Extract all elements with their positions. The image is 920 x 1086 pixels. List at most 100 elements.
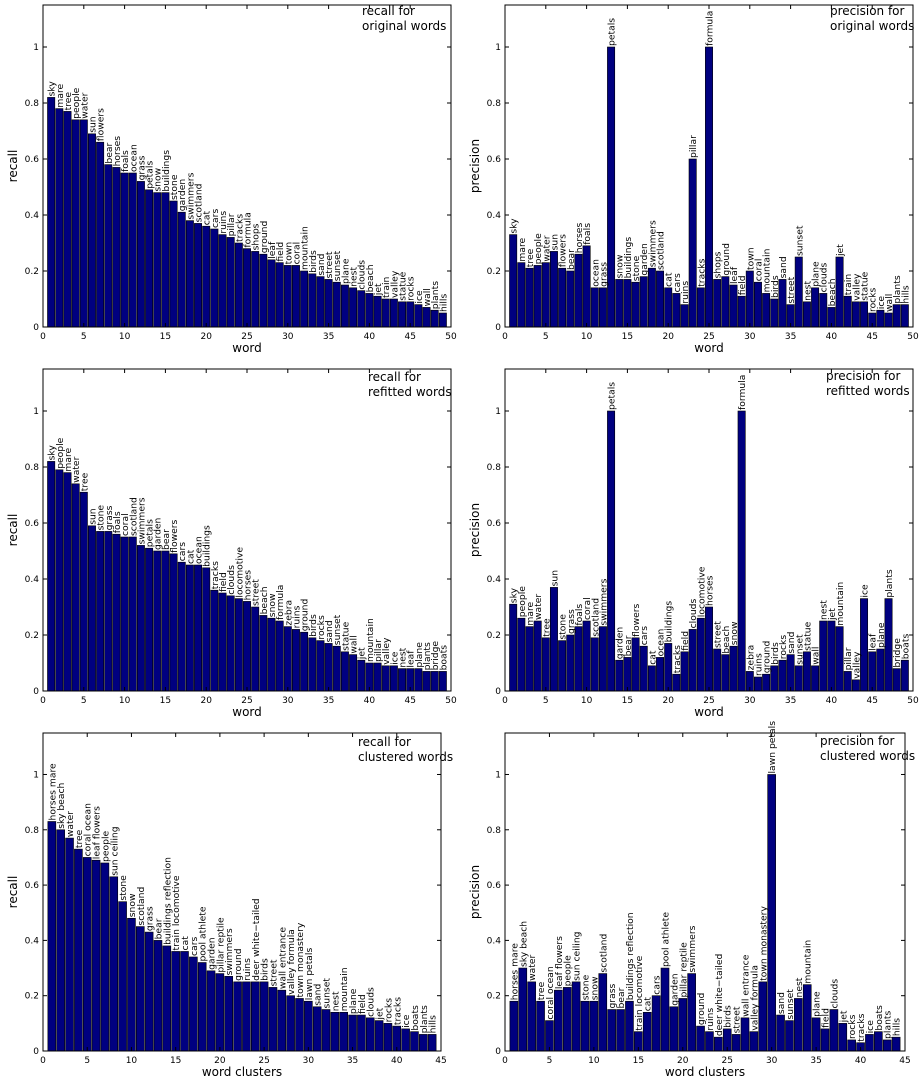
- bar: [169, 200, 178, 328]
- bar: [835, 626, 844, 692]
- chart-title-line: recall for: [368, 370, 421, 384]
- bar-label: tree: [74, 829, 85, 848]
- bar: [860, 301, 869, 328]
- bar-label: jet: [375, 1007, 386, 1020]
- bar-label: coral ocean: [83, 803, 94, 857]
- bar: [623, 279, 632, 328]
- x-tick-label: 15: [160, 332, 171, 342]
- bar: [427, 1034, 437, 1052]
- bar-label: foals: [112, 511, 123, 533]
- bar-label: town monastery: [758, 906, 769, 981]
- bar: [696, 287, 705, 328]
- bar: [65, 837, 74, 1052]
- bar-label: people: [55, 437, 66, 468]
- bar-label: people: [71, 87, 82, 118]
- bar-label: clouds: [357, 260, 368, 290]
- bar: [669, 1006, 679, 1052]
- bar: [892, 668, 901, 692]
- bar: [177, 211, 186, 328]
- bar-label: locomotive: [234, 547, 245, 598]
- x-tick-label: 30: [744, 332, 756, 342]
- y-tick-label: 1: [33, 770, 39, 780]
- bar: [589, 1000, 599, 1052]
- bar: [202, 567, 211, 692]
- bar-label: field: [821, 1008, 832, 1028]
- bar-label: wall: [811, 647, 822, 665]
- bar-label: pillar: [688, 135, 699, 158]
- bar-label: hills: [438, 294, 449, 312]
- x-tick-label: 40: [826, 332, 838, 342]
- bar: [171, 951, 180, 1052]
- bar: [56, 829, 65, 1052]
- bar: [162, 945, 172, 1052]
- bar: [357, 1014, 366, 1052]
- bar: [582, 245, 591, 328]
- bar-label: beach: [365, 264, 376, 292]
- bar: [161, 192, 170, 328]
- bar-label: rocks: [383, 998, 394, 1023]
- bar: [615, 279, 624, 328]
- bar: [566, 634, 575, 692]
- y-tick-label: 0: [33, 1047, 39, 1057]
- bar-label: street: [713, 621, 724, 648]
- bar: [562, 987, 572, 1052]
- bar: [118, 901, 127, 1052]
- bar: [348, 1014, 357, 1052]
- bar: [63, 111, 72, 328]
- bar: [120, 172, 129, 328]
- bar: [438, 312, 447, 328]
- bar-label: foals: [120, 150, 131, 172]
- bar-label: snow: [267, 593, 278, 617]
- bar-label: leaf flowers: [92, 806, 103, 859]
- bar-label: stone: [631, 255, 642, 281]
- bar-label: rocks: [778, 635, 789, 660]
- bar: [389, 298, 398, 328]
- x-tick-label: 20: [200, 696, 212, 706]
- bar: [401, 1028, 410, 1052]
- bar-label: water: [65, 811, 76, 837]
- bar: [267, 617, 276, 692]
- bar-label: sunset: [794, 634, 805, 665]
- bar: [753, 676, 762, 692]
- bar-label: ground: [233, 948, 244, 981]
- bar-label: beach: [721, 625, 732, 653]
- bar-label: nest: [349, 267, 360, 287]
- bar-label: ground: [259, 221, 270, 254]
- y-tick-label: 0.8: [487, 826, 502, 836]
- x-tick-label: 10: [119, 332, 131, 342]
- bar-label: plants: [419, 1005, 430, 1033]
- bar-label: water: [527, 954, 538, 980]
- bar: [189, 956, 198, 1052]
- bar: [177, 561, 186, 692]
- bar-label: wall entrance: [277, 927, 288, 990]
- x-tick-label: 5: [84, 1056, 90, 1066]
- bar-label: cat: [185, 549, 196, 564]
- bar: [785, 1020, 794, 1052]
- bar: [838, 1023, 848, 1052]
- bar: [136, 926, 145, 1052]
- bar-label: birds: [770, 275, 781, 298]
- bar-label: train: [381, 276, 392, 298]
- bar-label: clouds: [366, 987, 377, 1017]
- y-tick-label: 0: [495, 1047, 501, 1057]
- bar-label: deer white−tailed: [251, 898, 262, 981]
- bar-label: beach: [827, 278, 838, 306]
- bar-label: garden: [177, 179, 188, 212]
- y-tick-label: 0.2: [487, 992, 501, 1002]
- bar: [197, 962, 207, 1052]
- bar-label: bear: [161, 529, 172, 550]
- bar: [291, 265, 300, 328]
- bar-label: flowers: [169, 519, 180, 552]
- bar-label: train locomotive: [171, 875, 182, 950]
- y-axis-label: precision: [468, 503, 482, 557]
- bar-label: water: [533, 594, 544, 620]
- bar-label: sky: [509, 218, 520, 234]
- bar: [876, 648, 885, 692]
- y-tick-label: 0: [33, 323, 39, 333]
- bar: [194, 564, 203, 692]
- bar: [161, 550, 170, 692]
- bar-label: valley: [381, 637, 392, 665]
- bar-label: tree: [63, 92, 74, 111]
- bar: [541, 637, 550, 692]
- bar: [153, 940, 163, 1052]
